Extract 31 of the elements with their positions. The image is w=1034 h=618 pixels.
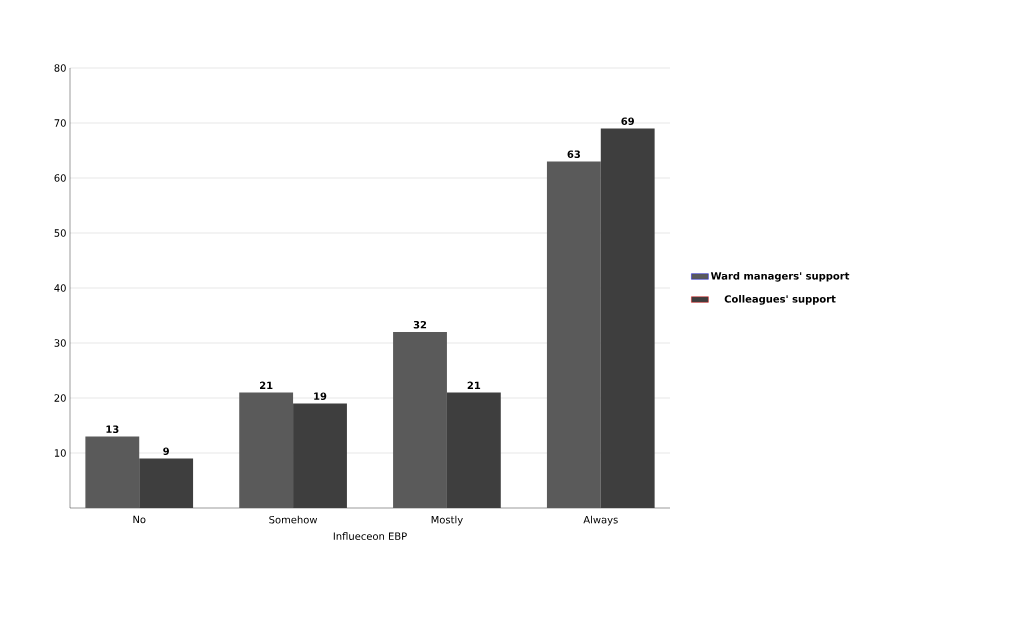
legend-label: Ward managers' support — [710, 271, 850, 282]
bar — [239, 392, 294, 508]
data-label: 32 — [413, 320, 427, 329]
data-label: 19 — [314, 392, 327, 400]
x-tick-label: Somehow — [269, 515, 318, 524]
y-tick-label: 20 — [54, 394, 66, 402]
y-tick-label: 30 — [54, 339, 66, 347]
data-label: 21 — [260, 381, 273, 389]
y-tick-label: 10 — [54, 449, 66, 457]
y-tick-label: 40 — [54, 284, 66, 292]
bar — [139, 458, 194, 508]
bar — [446, 392, 501, 508]
x-tick-label: No — [133, 515, 146, 524]
bar — [546, 161, 601, 508]
data-label: 13 — [106, 425, 119, 433]
data-label: 63 — [567, 150, 580, 158]
bar — [393, 332, 447, 508]
data-label: 69 — [621, 117, 634, 125]
x-tick-label: Mostly — [431, 515, 463, 526]
data-label: 9 — [163, 447, 169, 455]
legend-label: Colleagues' support — [724, 294, 836, 305]
y-tick-label: 70 — [54, 119, 66, 127]
bar — [293, 403, 347, 508]
bar — [85, 436, 140, 508]
x-tick-label: Always — [583, 515, 618, 526]
bar — [600, 128, 655, 508]
y-tick-label: 60 — [54, 174, 66, 182]
data-label: 21 — [467, 381, 481, 389]
y-tick-label: 50 — [54, 229, 66, 237]
x-axis-title: Influeceon EBP — [333, 532, 407, 540]
y-tick-label: 80 — [54, 64, 66, 72]
